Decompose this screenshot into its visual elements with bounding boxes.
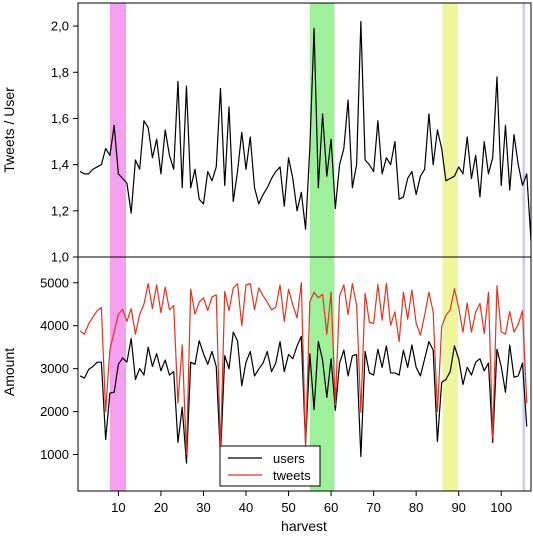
bottom-y-tick-label: 2000 xyxy=(40,404,69,419)
x-tick-label: 20 xyxy=(154,500,168,515)
top-y-tick-label: 1,0 xyxy=(51,250,69,265)
top-highlights xyxy=(109,3,526,257)
bottom-y-tick-label: 1000 xyxy=(40,447,69,462)
top-y-tick-label: 1,4 xyxy=(51,157,69,172)
x-tick-label: 70 xyxy=(366,500,380,515)
legend-label-tweets: tweets xyxy=(273,468,311,483)
top-series-line-0 xyxy=(79,20,532,241)
bottom-y-tick-label: 5000 xyxy=(40,275,69,290)
x-tick-label: 10 xyxy=(111,500,125,515)
top-highlight-band-0 xyxy=(109,3,127,257)
bottom-y-tick-label: 4000 xyxy=(40,318,69,333)
x-tick-label: 90 xyxy=(451,500,465,515)
top-y-ticks: 1,0 1,2 1,4 1,6 1,8 2,0 xyxy=(51,19,78,265)
legend-label-users: users xyxy=(273,451,305,466)
top-highlight-band-3 xyxy=(522,3,526,257)
legend-box xyxy=(219,445,321,487)
x-tick-label: 100 xyxy=(490,500,512,515)
bottom-series-lines xyxy=(79,282,528,464)
x-tick-label: 60 xyxy=(324,500,338,515)
top-y-axis-title: Tweets / User xyxy=(1,87,17,173)
x-ticks: 10 20 30 40 50 60 70 80 90 100 xyxy=(111,491,512,515)
x-tick-label: 40 xyxy=(239,500,253,515)
bottom-y-axis-title: Amount xyxy=(1,348,17,396)
top-y-tick-label: 2,0 xyxy=(51,19,69,34)
x-axis-title: harvest xyxy=(281,518,327,534)
legend: users tweets xyxy=(219,445,321,487)
x-tick-label: 30 xyxy=(196,500,210,515)
bottom-y-tick-label: 3000 xyxy=(40,361,69,376)
top-y-tick-label: 1,6 xyxy=(51,111,69,126)
top-y-tick-label: 1,2 xyxy=(51,203,69,218)
bottom-series-line-users xyxy=(79,331,528,464)
bottom-highlight-band-0 xyxy=(109,257,127,491)
x-tick-label: 50 xyxy=(281,500,295,515)
top-panel: 1,0 1,2 1,4 1,6 1,8 2,0 Tweets / User xyxy=(1,2,532,265)
top-series-lines xyxy=(79,20,532,241)
bottom-series-line-tweets xyxy=(79,282,528,456)
top-y-tick-label: 1,8 xyxy=(51,65,69,80)
top-highlight-band-2 xyxy=(442,3,458,257)
bottom-y-ticks: 1000 2000 3000 4000 5000 xyxy=(40,275,78,462)
x-tick-label: 80 xyxy=(409,500,423,515)
bottom-plot-frame xyxy=(77,256,532,492)
